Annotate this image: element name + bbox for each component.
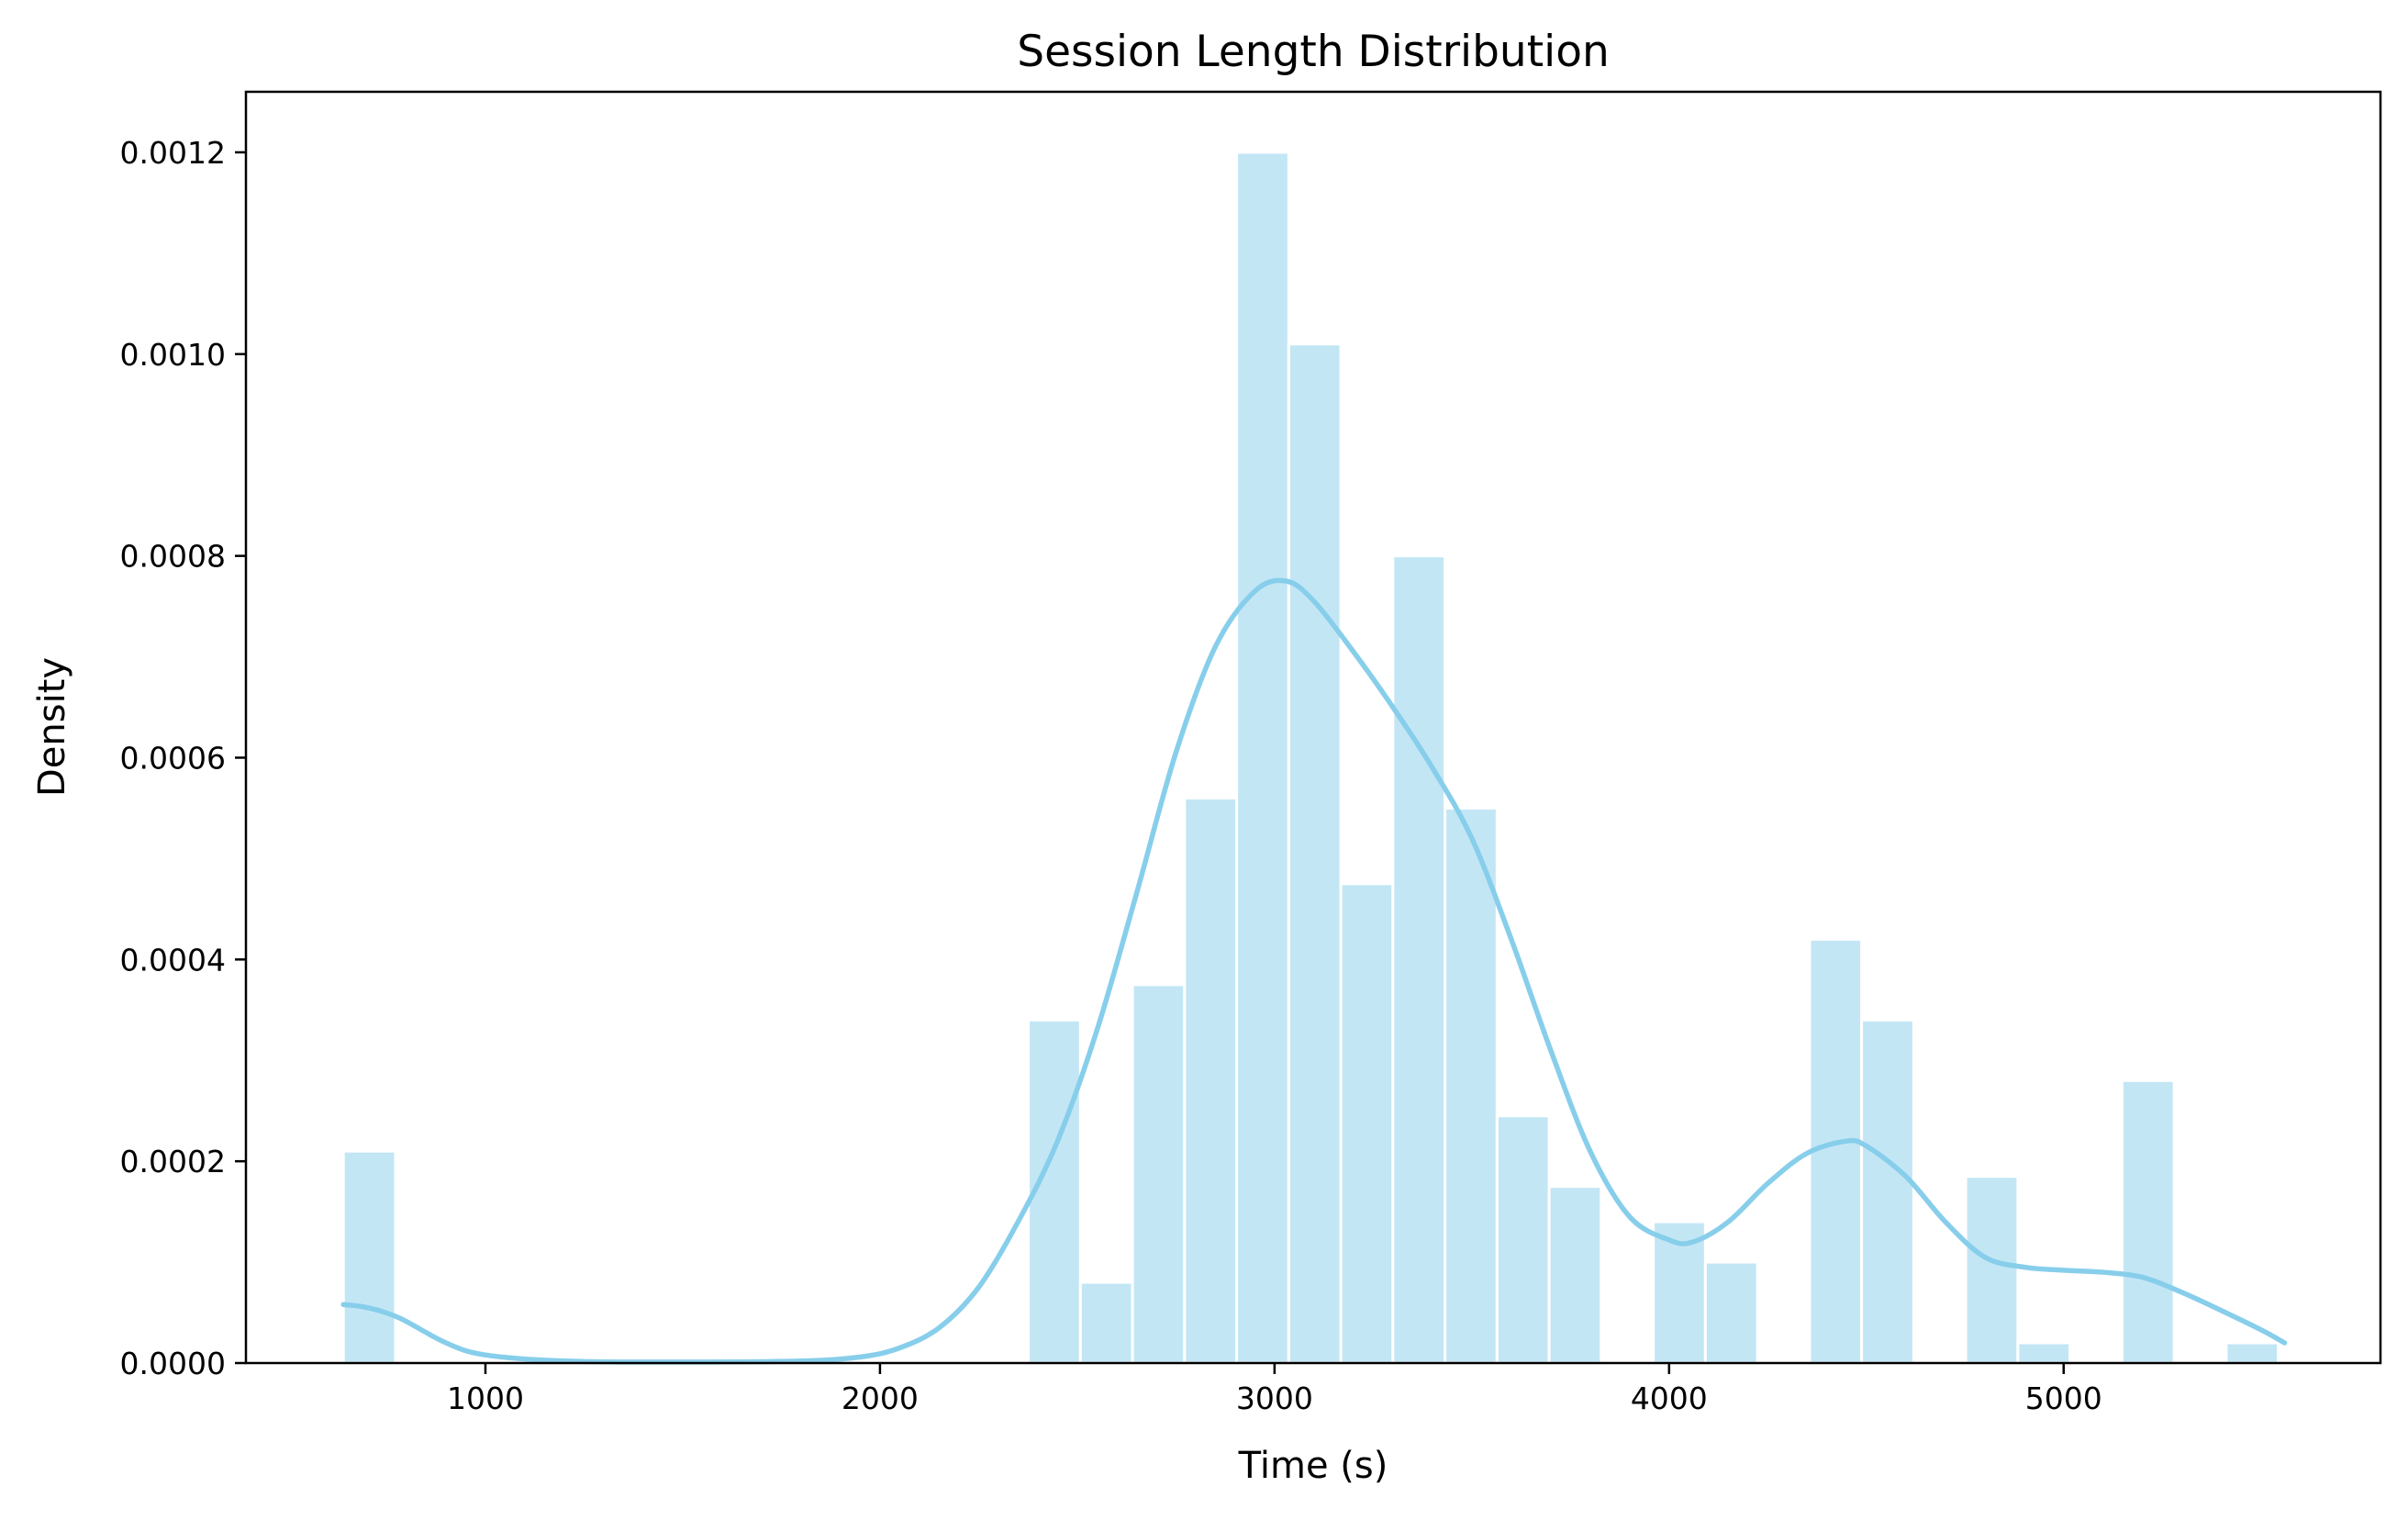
y-tick-label-4: 0.0008: [120, 539, 226, 575]
histogram-bar-3: [1131, 983, 1187, 1365]
histogram-bar-13: [1703, 1260, 1759, 1365]
y-tick-label-5: 0.0010: [120, 337, 226, 373]
histogram-bar-4: [1183, 796, 1239, 1365]
x-tick-label-2: 3000: [1236, 1380, 1313, 1416]
x-tick-label-1: 2000: [842, 1380, 919, 1416]
histogram-bar-0: [341, 1149, 397, 1365]
histogram-bar-7: [1339, 882, 1395, 1365]
chart-title: Session Length Distribution: [1017, 27, 1610, 77]
histogram-bar-14: [1808, 937, 1864, 1365]
y-axis-ticks: 0.0000 0.0002 0.0004 0.0006 0.0008 0.0010 0.00…: [120, 135, 246, 1381]
kde-layer: [340, 577, 2288, 1365]
y-tick-label-0: 0.0000: [120, 1346, 226, 1381]
x-tick-label-0: 1000: [447, 1380, 524, 1416]
histogram-bar-11: [1547, 1185, 1603, 1365]
histogram-bar-10: [1495, 1114, 1551, 1365]
x-axis-ticks: 1000 2000 3000 4000 5000: [447, 1363, 2102, 1416]
histogram-bar-19: [2224, 1341, 2280, 1365]
bars-layer: [341, 151, 2280, 1365]
histogram-bar-2: [1078, 1280, 1134, 1365]
histogram-bar-8: [1391, 554, 1447, 1365]
histogram-bar-18: [2120, 1079, 2176, 1365]
histogram-bar-15: [1860, 1018, 1915, 1365]
kde-curve: [340, 577, 2288, 1365]
x-tick-label-4: 5000: [2025, 1380, 2102, 1416]
y-tick-label-1: 0.0002: [120, 1144, 226, 1179]
y-tick-label-6: 0.0012: [120, 135, 226, 171]
histogram-bar-9: [1444, 806, 1499, 1365]
x-axis-title: Time (s): [1238, 1445, 1388, 1487]
y-axis-title: Density: [31, 657, 73, 797]
x-tick-label-3: 4000: [1631, 1380, 1708, 1416]
histogram-bar-6: [1287, 342, 1343, 1365]
histogram-bar-1: [1027, 1018, 1082, 1365]
histogram-bar-16: [1964, 1175, 2020, 1365]
y-tick-label-2: 0.0004: [120, 942, 226, 978]
plot-frame: [244, 90, 2382, 1365]
histogram-bar-17: [2016, 1341, 2072, 1365]
histogram-bar-5: [1235, 151, 1290, 1365]
y-tick-label-3: 0.0006: [120, 740, 226, 776]
